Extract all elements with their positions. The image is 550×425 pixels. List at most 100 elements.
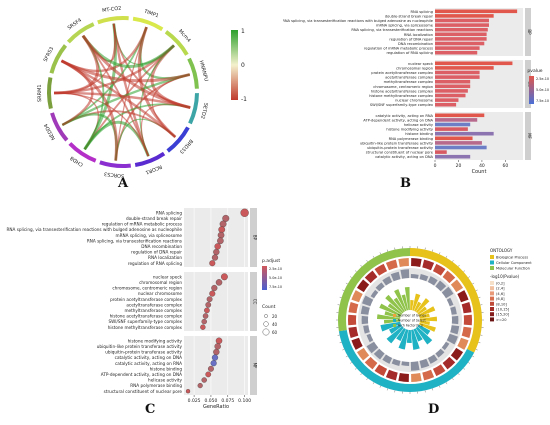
dot [215, 337, 223, 345]
rich-factor-bar [404, 287, 410, 311]
category-label: histone modifying activity [386, 128, 434, 132]
ring-tick [342, 289, 345, 291]
rich-factor-bar [411, 329, 420, 350]
rich-factor-bar [396, 327, 406, 341]
size-legend-dot [263, 321, 269, 327]
ring-tick [372, 255, 375, 258]
gene-count-bar [382, 354, 393, 364]
panel-label-d: D [428, 402, 440, 417]
category-label: methyltransferase complex [124, 308, 182, 313]
legend-tick: 5.0e-10 [269, 276, 282, 280]
category-label: double-strand break repair [385, 14, 434, 18]
category-label: catalytic activity, acting on RNA [375, 114, 433, 118]
ring-tick [386, 388, 388, 391]
ring-tick [458, 373, 460, 376]
dot [210, 360, 217, 367]
chord-segment [68, 142, 97, 163]
ring-tick [468, 362, 470, 364]
ring-tick [475, 349, 478, 351]
gene-count-bar [360, 305, 370, 315]
rich-factor-bar [384, 311, 401, 318]
category-label: chromosome, centromeric region [112, 286, 182, 291]
gene-label: SORCS3 [104, 170, 125, 178]
category-label: regulation of DNA repair [389, 37, 433, 41]
bar [435, 50, 478, 55]
dot [201, 318, 207, 325]
ring-tick [445, 382, 448, 385]
bar [435, 127, 468, 131]
x-tick-label: 0.050 [205, 398, 218, 404]
pvalue-bar [457, 290, 469, 303]
category-label: ubiquitin-protein transferase activity [105, 350, 182, 355]
panel-c: RNA splicing double-strand break repair re… [0, 200, 300, 410]
legend-tick: 2.5e-10 [269, 267, 282, 271]
size-legend-label: 60 [272, 330, 278, 335]
gene-count-bar [401, 361, 410, 366]
rich-factor-bar [393, 297, 405, 313]
rich-factor-bar [417, 306, 427, 315]
rich-factor-bar [415, 326, 433, 345]
facet-label: BP [253, 235, 258, 241]
facet-strip [525, 8, 531, 56]
size-legend-dot [262, 328, 270, 336]
ring-tick [345, 282, 348, 285]
pvalue-swatch [490, 281, 494, 285]
pvalue-bar [422, 369, 435, 381]
dot [205, 371, 212, 378]
ring-tick [458, 264, 460, 267]
legend-tick: 7.5e-10 [536, 99, 549, 103]
ring-tick [350, 362, 352, 364]
ring-tick [345, 355, 348, 358]
category-label: ubiquitin-like protein transferase activ… [97, 344, 183, 349]
ring-tick [475, 289, 478, 291]
ring-tick [439, 385, 441, 388]
bar [435, 145, 487, 150]
facet-panel-bg [184, 272, 248, 331]
category-label: regulation of RNA splicing [128, 261, 182, 266]
ring-tick [342, 349, 345, 351]
pvalue-bar [364, 270, 378, 284]
gene-count-bar [450, 325, 460, 335]
gene-count-bar [446, 333, 458, 345]
ring-tick [463, 270, 466, 272]
gene-count-bar [435, 280, 447, 292]
category-label: double-strand break repair [126, 216, 182, 221]
chord-segment [188, 93, 199, 125]
legend-title: p.adjust [262, 258, 280, 264]
dot [211, 354, 219, 361]
dot [200, 324, 206, 330]
gene-count-bar [435, 348, 445, 358]
size-legend-dot [264, 314, 268, 318]
x-axis-label: Count [472, 169, 487, 175]
dot [213, 248, 220, 256]
chord-segment [166, 126, 190, 153]
pvalue-bar [348, 302, 359, 314]
bar [435, 102, 457, 107]
dot [219, 220, 227, 228]
gene-label: TIMP1 [142, 8, 159, 19]
legend-tick: 2.5e-10 [536, 77, 549, 81]
bar [435, 131, 494, 136]
pvalue-label: (10,15] [496, 308, 510, 312]
category-label: RNA splicing, via transesterification re… [87, 238, 182, 243]
ring-tick [472, 282, 475, 285]
rich-factor-bar [398, 329, 409, 350]
rich-factor-bar [414, 301, 422, 312]
rich-factor-bar [418, 306, 436, 317]
facet-label: MF [253, 363, 258, 369]
category-label: helicase activity [404, 123, 434, 127]
rich-factor-bar [419, 320, 430, 325]
gene-count-bar [450, 306, 457, 315]
gene-label: SETD2 [199, 102, 209, 119]
ring-tick [350, 276, 352, 278]
pvalue-bar [411, 258, 422, 267]
dot [211, 284, 218, 292]
dot [222, 214, 230, 222]
chord-segment [97, 16, 129, 25]
category-label: DNA recombination [398, 42, 433, 46]
bar [435, 37, 487, 41]
facet-label: CC [253, 299, 258, 305]
category-label: methyltransferase complex [384, 80, 434, 84]
gene-count-bar [390, 271, 401, 282]
